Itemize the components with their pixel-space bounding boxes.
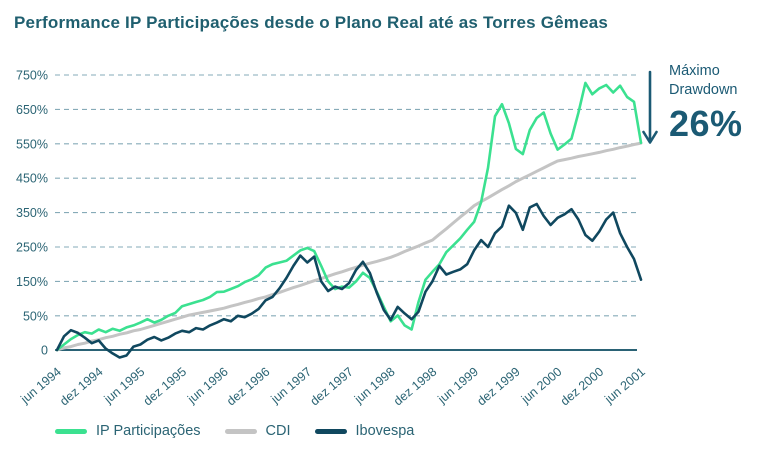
y-axis-label: 0	[41, 344, 48, 358]
legend-label-ibovespa: Ibovespa	[355, 423, 415, 439]
ibovespa-line-swatch	[314, 428, 347, 434]
x-axis-label: jun 1997	[268, 365, 315, 407]
y-axis-label: 550%	[16, 137, 48, 151]
legend-label-cdi: CDI	[265, 423, 291, 439]
x-axis-label: jun 1994	[17, 365, 64, 407]
drawdown-label-line2: Drawdown	[669, 82, 738, 99]
x-axis-label: jun 1996	[184, 365, 231, 407]
y-axis-label: 50%	[23, 309, 48, 323]
legend-item-ibovespa: Ibovespa	[314, 423, 415, 439]
x-axis-label: jun 1995	[101, 365, 148, 407]
drawdown-value: 26%	[669, 103, 743, 145]
x-axis-label: dez 1995	[141, 365, 189, 409]
series-line-cdi	[55, 141, 643, 352]
y-axis-label: 250%	[16, 241, 48, 255]
chart-legend: IP Participações CDI Ibovespa	[55, 423, 414, 439]
drawdown-arrowhead	[642, 130, 658, 144]
x-axis-label: dez 1997	[308, 365, 356, 409]
legend-label-ip-participacoes: IP Participações	[96, 423, 201, 439]
series-line-ibovespa	[55, 202, 643, 359]
ip-participacoes-line-swatch	[55, 428, 87, 434]
x-axis-label: jun 2000	[518, 365, 565, 407]
legend-item-cdi: CDI	[224, 423, 291, 439]
x-axis-label: dez 2000	[558, 365, 606, 409]
x-axis-label: dez 1996	[224, 365, 272, 409]
x-axis-label: dez 1998	[391, 365, 439, 409]
x-axis-label: jun 1998	[351, 365, 398, 407]
series-line-ip-participa-es	[55, 81, 643, 352]
cdi-line-swatch	[224, 428, 257, 434]
y-axis-label: 350%	[16, 206, 48, 220]
y-axis-label: 150%	[16, 275, 48, 289]
chart-title: Performance IP Participações desde o Pla…	[14, 13, 609, 32]
x-axis-label: dez 1999	[474, 365, 522, 409]
drawdown-label-line1: Máximo	[669, 63, 720, 79]
legend-item-ip-participacoes: IP Participações	[55, 423, 201, 439]
y-axis-label: 450%	[16, 172, 48, 186]
x-axis-label: dez 1994	[57, 365, 105, 409]
drawdown-annotation: Máximo Drawdown 26%	[669, 62, 743, 145]
y-axis-label: 650%	[16, 103, 48, 117]
x-axis-label: jun 2001	[601, 365, 648, 407]
y-axis-label: 750%	[16, 69, 48, 83]
x-axis-label: jun 1999	[435, 365, 482, 407]
